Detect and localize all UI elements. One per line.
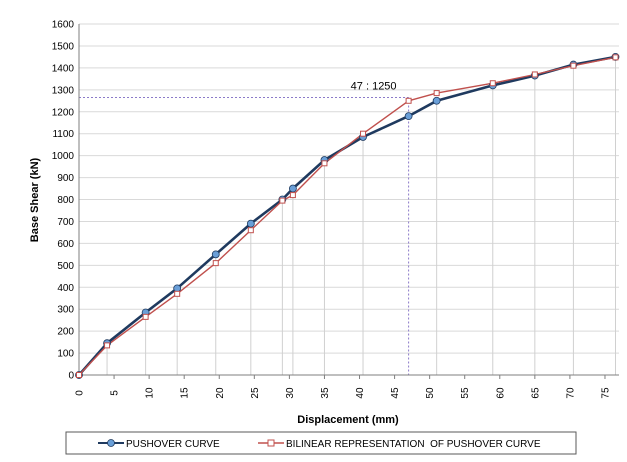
bilinear-point	[289, 192, 296, 199]
y-tick-label: 500	[57, 261, 74, 272]
pushover-point	[288, 184, 297, 193]
x-tick-label: 20	[215, 387, 226, 399]
y-tick-label: 700	[57, 217, 74, 228]
legend-pushover-label: PUSHOVER CURVE	[126, 439, 220, 450]
bilinear-point	[104, 342, 111, 349]
bilinear-curve-line	[78, 56, 616, 376]
bilinear-point	[174, 290, 181, 297]
y-axis-title: Base Shear (kN)	[29, 157, 41, 242]
bilinear-point	[247, 227, 254, 234]
bilinear-point	[405, 97, 412, 104]
x-tick-label: 0	[75, 390, 86, 396]
bilinear-point	[531, 71, 538, 78]
bilinear-point	[212, 260, 219, 267]
x-axis-title: Displacement (mm)	[297, 414, 399, 426]
legend: PUSHOVER CURVE BILINEAR REPRESENTATION O…	[65, 431, 577, 455]
pushover-point	[211, 250, 220, 259]
x-tick-label: 30	[285, 387, 296, 399]
bilinear-point	[360, 130, 367, 137]
y-tick-label: 1300	[52, 85, 75, 96]
x-tick-label: 35	[320, 387, 331, 399]
bilinear-point	[489, 80, 496, 87]
x-tick-label: 55	[460, 387, 471, 399]
bilinear-point	[279, 197, 286, 204]
x-tick-label: 75	[600, 387, 611, 399]
y-tick-label: 300	[57, 305, 74, 316]
bilinear-point	[76, 372, 82, 378]
x-tick-label: 70	[565, 387, 576, 399]
y-tick-label: 200	[57, 327, 74, 338]
x-tick-label: 40	[355, 387, 366, 399]
x-tick-label: 65	[530, 387, 541, 399]
y-tick-label: 1000	[52, 151, 75, 162]
y-tick-label: 400	[57, 283, 74, 294]
y-tick-label: 900	[57, 173, 74, 184]
bilinear-point	[142, 313, 149, 320]
x-tick-label: 10	[145, 387, 156, 399]
y-tick-label: 600	[57, 239, 74, 250]
y-tick-label: 1500	[52, 41, 75, 52]
y-tick-label: 1600	[52, 20, 75, 31]
y-tick-label: 100	[57, 349, 74, 360]
bilinear-point	[321, 160, 328, 167]
x-tick-label: 25	[250, 387, 261, 399]
y-tick-label: 0	[68, 371, 74, 382]
x-tick-label: 60	[495, 387, 506, 399]
bilinear-point	[433, 90, 440, 97]
legend-bilinear-label: BILINEAR REPRESENTATION OF PUSHOVER CURV…	[286, 439, 541, 450]
x-tick-label: 45	[390, 387, 401, 399]
pushover-curve-line	[78, 55, 616, 376]
x-tick-label: 15	[180, 387, 191, 399]
y-tick-label: 800	[57, 195, 74, 206]
pushover-point	[173, 284, 182, 293]
x-tick-label: 50	[425, 387, 436, 399]
legend-bilinear-marker	[267, 439, 275, 447]
y-tick-label: 1400	[52, 63, 75, 74]
pushover-point	[246, 219, 255, 228]
x-tick-label: 5	[110, 390, 121, 396]
legend-pushover-marker	[107, 439, 115, 447]
y-tick-label: 1200	[52, 107, 75, 118]
pushover-point	[432, 96, 441, 105]
bilinear-point	[612, 54, 619, 61]
bilinear-point	[570, 62, 577, 69]
y-tick-label: 1100	[52, 129, 74, 140]
annotation-label: 47 : 1250	[351, 80, 397, 92]
pushover-point	[404, 112, 413, 121]
